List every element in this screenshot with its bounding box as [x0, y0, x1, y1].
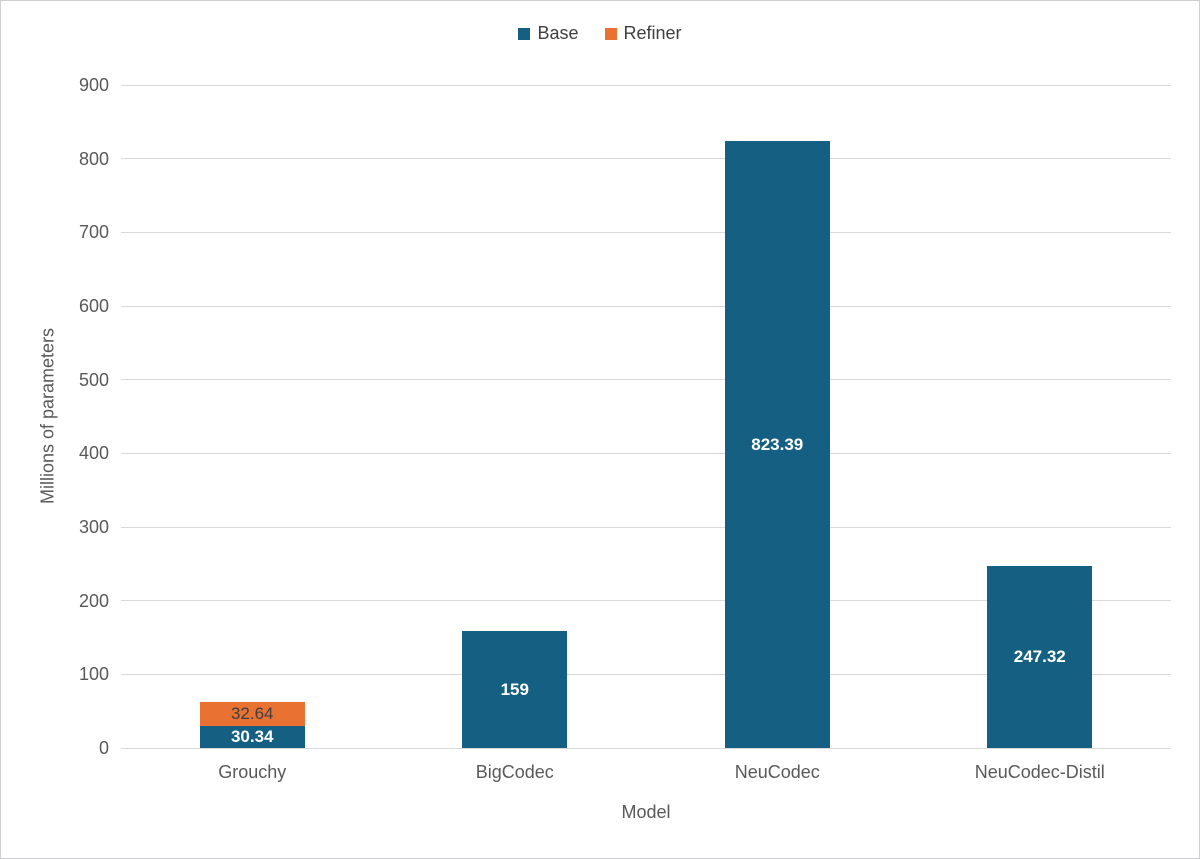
- bar-value-label: 159: [500, 679, 529, 699]
- y-tick-label: 800: [78, 148, 109, 169]
- gridline: [121, 747, 1171, 749]
- bar-base-bigcodec: [462, 630, 568, 748]
- bar-value-label: 30.34: [230, 727, 274, 747]
- y-tick-label: 100: [78, 664, 109, 685]
- y-tick-label: 300: [78, 517, 109, 537]
- bar-value-label: 247.32: [1013, 647, 1066, 667]
- gridline: [121, 305, 1171, 307]
- bar-value-label: 823.39: [751, 435, 804, 455]
- y-tick-label: 600: [78, 296, 109, 316]
- chart-legend: Base Refiner: [1, 23, 1199, 44]
- legend-swatch-icon: [604, 27, 617, 40]
- y-tick-label: 400: [78, 443, 109, 464]
- x-tick-label: Grouchy: [218, 762, 287, 782]
- legend-item-refiner: Refiner: [604, 23, 682, 44]
- y-axis-title: Millions of parameters: [37, 327, 58, 505]
- x-tick-label: NeuCodec-Distil: [974, 762, 1105, 782]
- bar-refiner-grouchy: [199, 701, 305, 726]
- gridline: [121, 600, 1171, 602]
- legend-item-base: Base: [518, 23, 579, 44]
- legend-swatch-icon: [518, 27, 531, 40]
- x-tick-label: BigCodec: [475, 762, 554, 782]
- gridline: [121, 231, 1171, 233]
- gridline: [121, 379, 1171, 381]
- y-tick-label: 500: [78, 369, 109, 390]
- bar-value-label: 32.64: [230, 704, 274, 724]
- legend-label: Refiner: [623, 23, 682, 43]
- y-tick-label: 700: [78, 222, 109, 243]
- gridline: [121, 452, 1171, 454]
- legend-label: Base: [537, 23, 579, 43]
- bar-base-grouchy: [199, 725, 305, 748]
- gridline: [121, 158, 1171, 160]
- y-tick-label: 0: [98, 738, 109, 758]
- y-tick-label: 900: [78, 75, 109, 95]
- x-tick-label: NeuCodec: [734, 762, 820, 782]
- gridline: [121, 84, 1171, 86]
- gridline: [121, 673, 1171, 675]
- x-axis-title: Model: [621, 802, 671, 822]
- bar-base-neucodec: [724, 141, 830, 748]
- bar-base-neucodec-distil: [987, 565, 1093, 748]
- y-tick-label: 200: [78, 590, 109, 611]
- gridline: [121, 526, 1171, 528]
